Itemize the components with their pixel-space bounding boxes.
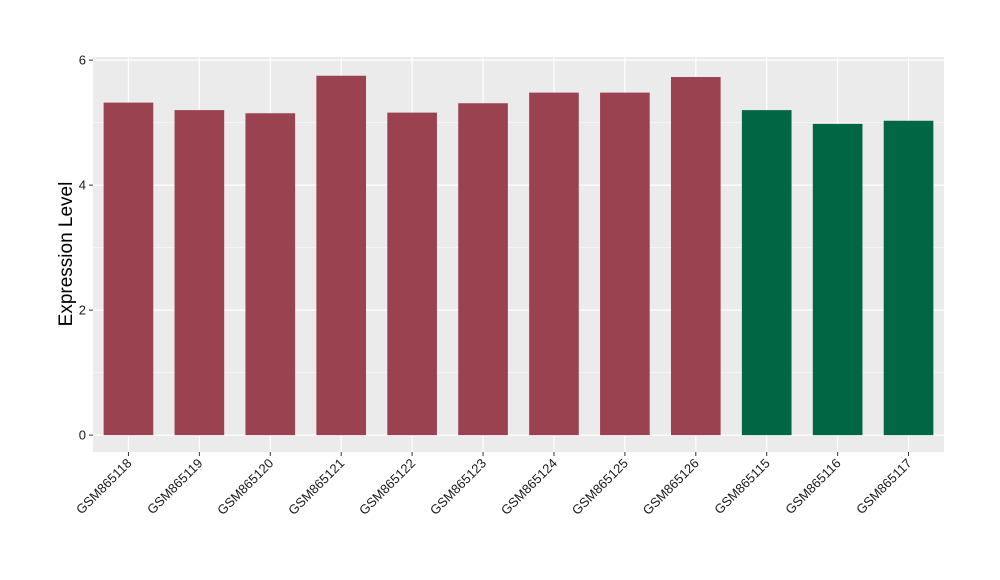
bar-GSM865125 [600,92,650,436]
x-tick-label: GSM865126 [640,456,702,518]
bar-GSM865123 [458,103,508,436]
bar-GSM865121 [316,75,367,436]
y-tick-label: 6 [79,53,86,68]
bar-GSM865115 [741,110,792,436]
y-tick-label: 2 [79,303,86,318]
bar-GSM865120 [245,113,296,436]
bars [103,75,934,436]
x-tick-label: GSM865125 [569,456,631,518]
y-tick-label: 4 [79,178,86,193]
x-tick-label: GSM865121 [285,456,347,518]
bar-GSM865119 [174,110,225,436]
bar-GSM865122 [387,112,437,436]
x-tick-label: GSM865122 [356,456,418,518]
bar-GSM865116 [812,123,863,436]
x-tick-label: GSM865118 [73,456,135,518]
x-axis: GSM865118 GSM865119 GSM865120 GSM865121 GSM8… [73,452,915,518]
bar-GSM865126 [670,77,721,436]
x-tick-label: GSM865123 [427,456,489,518]
x-tick-label: GSM865117 [853,456,915,518]
bar-GSM865117 [883,120,934,436]
x-tick-label: GSM865119 [144,456,206,518]
x-tick-label: GSM865124 [498,456,560,518]
x-tick-label: GSM865115 [711,456,773,518]
y-tick-label: 0 [79,428,86,443]
x-tick-label: GSM865116 [782,456,844,518]
y-axis: 0 2 4 6 [79,53,93,443]
bar-GSM865124 [529,92,579,436]
y-axis-title: Expression Level [56,182,77,327]
grid-minor [93,122,944,373]
x-tick-label: GSM865120 [214,456,276,518]
bar-GSM865118 [103,102,154,436]
